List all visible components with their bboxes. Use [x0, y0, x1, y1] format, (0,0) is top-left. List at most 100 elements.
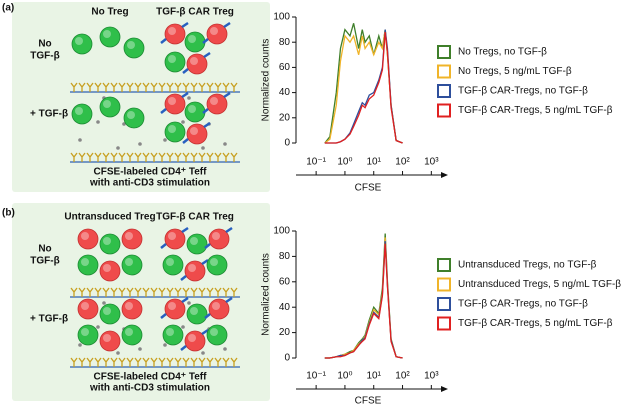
antibody — [166, 287, 174, 297]
tgf-dot — [138, 142, 142, 146]
cell-shine — [188, 35, 196, 43]
car — [201, 258, 209, 266]
antibody — [134, 357, 142, 367]
cell-shine — [166, 258, 174, 266]
car — [181, 91, 189, 99]
antibody — [190, 357, 198, 367]
tgf-dot — [201, 351, 205, 355]
legend-label: TGF-β CAR-Tregs, no TGF-β — [458, 86, 588, 97]
cell-shine — [190, 307, 198, 315]
antibody — [142, 357, 150, 367]
cell-shine — [81, 328, 89, 336]
tgf-dot — [163, 343, 167, 347]
cell — [121, 324, 143, 346]
tgf-dot — [223, 142, 227, 146]
antibody — [110, 152, 118, 162]
antibody — [86, 82, 94, 92]
tgf-dot — [96, 325, 100, 329]
legend-swatch — [437, 297, 451, 311]
car — [203, 121, 211, 129]
cell — [186, 233, 208, 255]
cell-shine — [188, 334, 196, 342]
y-tick-label: 80 — [279, 37, 291, 48]
cell-shine — [81, 232, 89, 240]
cell — [208, 228, 230, 250]
cell-shine — [168, 125, 176, 133]
antibody — [126, 287, 134, 297]
x-tick-label: 10¹ — [367, 157, 382, 168]
antibody — [150, 82, 158, 92]
x-axis-label: CFSE — [355, 183, 382, 194]
cell — [121, 228, 143, 250]
car — [180, 345, 187, 351]
car — [223, 21, 231, 29]
antibody — [94, 357, 102, 367]
cell-shine — [103, 264, 111, 272]
x-tick-label: 10¹ — [367, 371, 382, 382]
cell — [186, 123, 208, 145]
x-tick-label: 10⁻¹ — [306, 371, 326, 382]
antibody — [102, 152, 110, 162]
y-tick-label: 20 — [279, 327, 291, 338]
car — [180, 275, 187, 281]
car — [204, 243, 211, 249]
legend-swatch — [437, 103, 451, 118]
cell — [123, 107, 145, 129]
y-tick-label: 0 — [284, 138, 290, 149]
panel-label: (b) — [2, 208, 15, 219]
antibody — [134, 152, 142, 162]
schematic-bg — [12, 203, 270, 401]
car — [202, 38, 209, 44]
cell-shine — [168, 27, 176, 35]
cell-shine — [125, 328, 133, 336]
car — [204, 313, 211, 319]
antibody — [110, 357, 118, 367]
y-tick-label: 60 — [279, 62, 291, 73]
antibody — [70, 82, 78, 92]
cell — [77, 228, 99, 250]
y-tick-label: 100 — [273, 226, 290, 237]
antibody — [86, 152, 94, 162]
tgf-dot — [201, 146, 205, 150]
row-label: TGF-β — [30, 256, 59, 267]
cell — [99, 330, 121, 352]
cell — [164, 121, 186, 143]
antibody — [206, 152, 214, 162]
cell — [99, 260, 121, 282]
antibody — [198, 152, 206, 162]
antibody — [158, 287, 166, 297]
x-tick-label: 10³ — [424, 157, 439, 168]
row-label: TGF-β — [30, 51, 59, 62]
antibody — [94, 287, 102, 297]
antibody — [134, 82, 142, 92]
x-tick-label: 10⁻¹ — [306, 157, 326, 168]
car — [160, 38, 167, 44]
antibody — [182, 287, 190, 297]
row-label: + TGF-β — [30, 109, 68, 120]
cell — [77, 254, 99, 276]
antibody — [190, 82, 198, 92]
cell-shine — [166, 328, 174, 336]
tgf-dot — [223, 347, 227, 351]
cell-shine — [168, 232, 176, 240]
x-tick-label: 10² — [395, 157, 410, 168]
x-axis-arrow — [441, 386, 448, 392]
cell-shine — [168, 302, 176, 310]
antibody — [142, 152, 150, 162]
panel-label: (a) — [2, 3, 14, 14]
cell-shine — [188, 264, 196, 272]
cell — [77, 324, 99, 346]
cell-shine — [212, 232, 220, 240]
antibody — [222, 152, 230, 162]
data-line — [324, 32, 403, 144]
antibody — [126, 357, 134, 367]
cell — [164, 23, 186, 45]
cell-shine — [81, 302, 89, 310]
antibody — [190, 287, 198, 297]
x-axis-arrow — [441, 172, 448, 178]
cell-shine — [210, 97, 218, 105]
legend-swatch — [437, 64, 451, 79]
legend-swatch — [437, 258, 451, 272]
cell-shine — [210, 328, 218, 336]
cell-shine — [168, 55, 176, 63]
